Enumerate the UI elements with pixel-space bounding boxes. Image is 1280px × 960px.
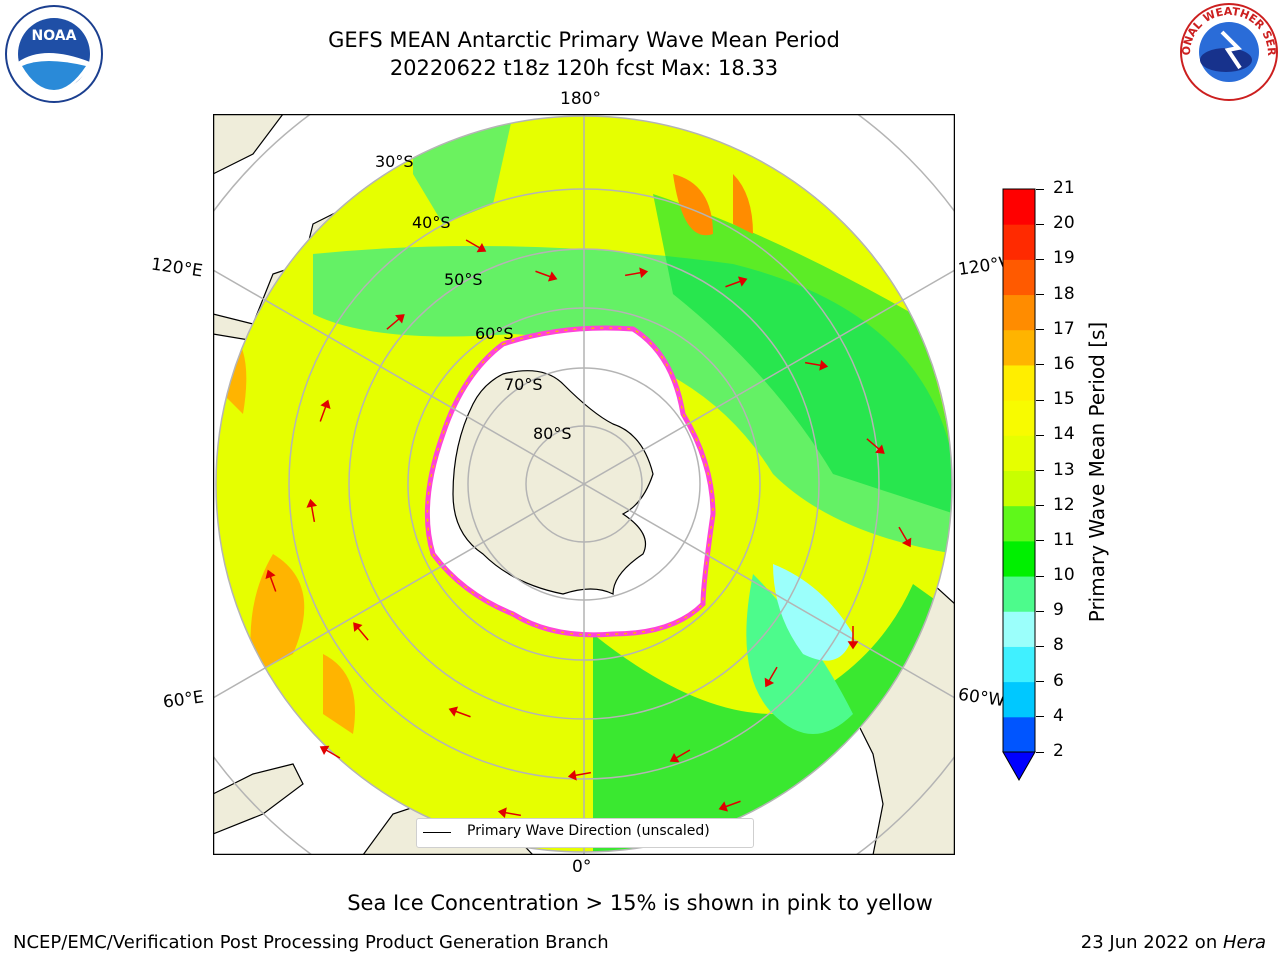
lat-label-80s: 80°S	[533, 424, 572, 443]
colorbar-tick-mark	[1036, 294, 1044, 296]
colorbar-segment	[1003, 540, 1035, 577]
colorbar-tick-mark	[1036, 188, 1044, 190]
sea-ice-note: Sea Ice Concentration > 15% is shown in …	[347, 891, 933, 915]
colorbar-tick-label: 13	[1053, 459, 1075, 480]
colorbar-segment	[1003, 470, 1035, 507]
colorbar-tick-label: 19	[1053, 248, 1075, 269]
colorbar-tick-label: 9	[1053, 600, 1064, 621]
lon-label-0: 0°	[572, 857, 592, 877]
lon-label-120e: 120°E	[149, 254, 204, 282]
colorbar	[1002, 188, 1036, 782]
map-border	[213, 114, 955, 855]
colorbar-segment	[1003, 681, 1035, 718]
colorbar-tick-label: 2	[1053, 741, 1064, 761]
colorbar-tick-label: 21	[1053, 178, 1075, 198]
chart-title: GEFS MEAN Antarctic Primary Wave Mean Pe…	[328, 28, 840, 52]
colorbar-tick-label: 18	[1053, 283, 1075, 304]
colorbar-tick-mark	[1036, 434, 1044, 436]
lat-label-70s: 70°S	[504, 375, 543, 394]
map-frame	[213, 114, 955, 855]
colorbar-segment	[1003, 294, 1035, 331]
noaa-logo: NOAA	[5, 5, 103, 103]
lon-label-60e: 60°E	[161, 687, 206, 713]
colorbar-segment	[1003, 505, 1035, 542]
colorbar-tick-label: 10	[1053, 565, 1075, 586]
colorbar-segment	[1003, 259, 1035, 296]
colorbar-title: Primary Wave Mean Period [s]	[1085, 321, 1109, 623]
map-legend: Primary Wave Direction (unscaled)	[416, 818, 754, 848]
colorbar-segment	[1003, 400, 1035, 436]
chart-subtitle-run: 20220622 t18z 120h fcst Max: 18.33	[389, 56, 779, 80]
lat-label-30s: 30°S	[375, 152, 414, 171]
colorbar-tick-mark	[1036, 364, 1044, 366]
wave-direction-arrows	[265, 239, 912, 819]
colorbar-tick-mark	[1036, 645, 1044, 647]
lat-label-50s: 50°S	[444, 270, 483, 289]
footer-host: Hera	[1222, 932, 1266, 953]
legend-line-swatch	[423, 832, 451, 833]
colorbar-segment	[1003, 611, 1035, 647]
colorbar-tick-mark	[1036, 258, 1044, 260]
colorbar-segment	[1003, 576, 1035, 612]
colorbar-tick-mark	[1036, 575, 1044, 577]
colorbar-tick-label: 11	[1053, 529, 1075, 550]
colorbar-tick-label: 8	[1053, 635, 1064, 656]
colorbar-tick-label: 16	[1053, 353, 1075, 374]
footer-date-text: 23 Jun 2022 on	[1080, 932, 1223, 953]
lon-label-180: 180°	[560, 89, 601, 109]
colorbar-tick-label: 12	[1053, 494, 1075, 515]
nws-logo: NATIONAL WEATHER SERVICE	[1178, 2, 1278, 101]
colorbar-segment	[1003, 646, 1035, 683]
colorbar-segment	[1003, 716, 1035, 753]
colorbar-tick-label: 15	[1053, 389, 1075, 410]
colorbar-segment	[1003, 329, 1035, 366]
colorbar-tick-mark	[1036, 329, 1044, 331]
colorbar-tick-label: 4	[1053, 705, 1064, 726]
colorbar-tick-mark	[1036, 716, 1044, 718]
antarctica-land	[452, 370, 654, 595]
footer-date: 23 Jun 2022 on Hera	[1081, 932, 1266, 953]
colorbar-tick-mark	[1036, 505, 1044, 507]
colorbar-tick-mark	[1036, 681, 1044, 683]
colorbar-tick-label: 17	[1053, 318, 1075, 339]
lat-label-40s: 40°S	[412, 213, 451, 232]
noaa-logo-text: NOAA	[32, 28, 77, 44]
colorbar-tick-mark	[1036, 751, 1044, 753]
colorbar-segment	[1003, 435, 1035, 471]
graticule	[213, 114, 955, 855]
colorbar-segment	[1003, 364, 1035, 401]
colorbar-tick-label: 20	[1053, 213, 1075, 234]
colorbar-tick-label: 6	[1053, 670, 1064, 691]
colorbar-tick-mark	[1036, 610, 1044, 612]
colorbar-tick-mark	[1036, 540, 1044, 542]
colorbar-segment	[1003, 224, 1035, 260]
colorbar-tick-mark	[1036, 399, 1044, 401]
colorbar-tick-label: 14	[1053, 424, 1075, 445]
colorbar-segment	[1003, 189, 1035, 225]
colorbar-tick-mark	[1036, 223, 1044, 225]
colorbar-tick-mark	[1036, 470, 1044, 471]
lat-label-60s: 60°S	[475, 324, 514, 343]
lon-label-60w: 60°W	[956, 684, 1007, 712]
legend-label: Primary Wave Direction (unscaled)	[467, 823, 710, 839]
footer-credit: NCEP/EMC/Verification Post Processing Pr…	[13, 932, 609, 953]
